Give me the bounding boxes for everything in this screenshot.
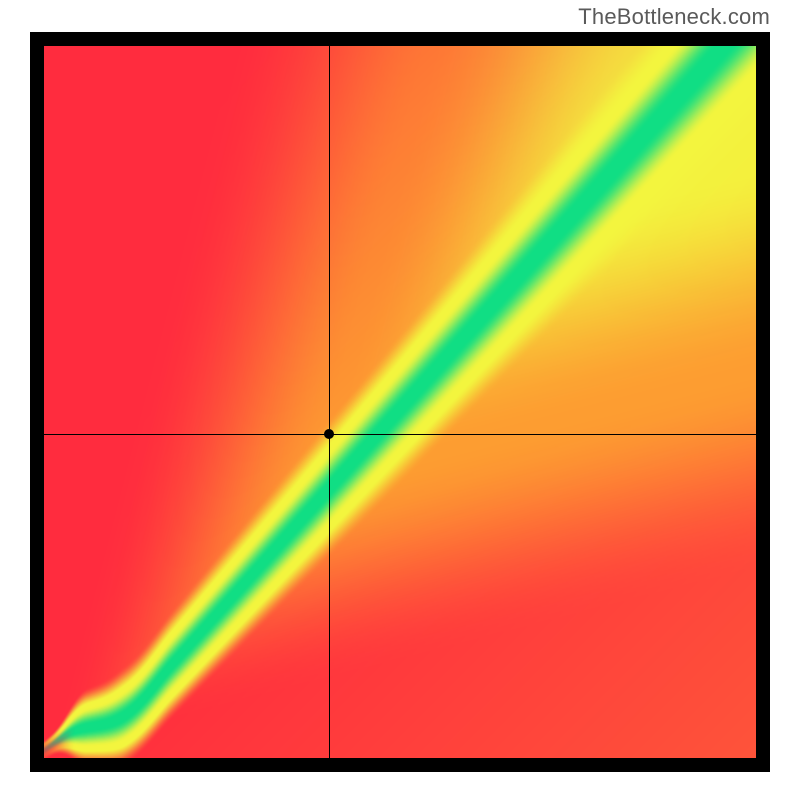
attribution-label: TheBottleneck.com <box>578 4 770 30</box>
crosshair-vertical <box>329 46 330 758</box>
heatmap-canvas <box>44 46 756 758</box>
crosshair-horizontal <box>44 434 756 435</box>
plot-area <box>44 46 756 758</box>
chart-container: TheBottleneck.com <box>0 0 800 800</box>
data-point-marker <box>324 429 334 439</box>
plot-frame <box>30 32 770 772</box>
